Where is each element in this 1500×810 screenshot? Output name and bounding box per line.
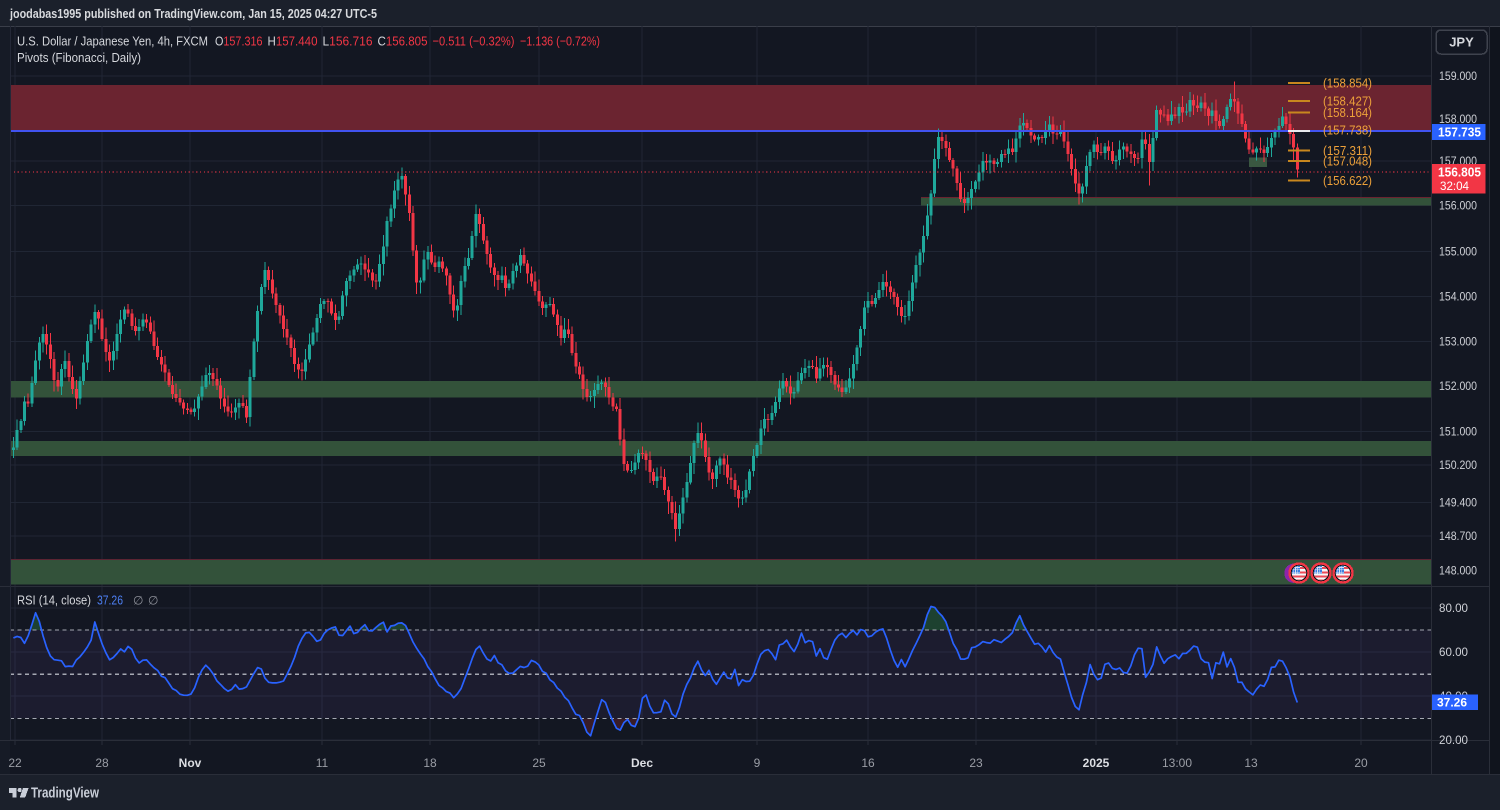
svg-text:16: 16 xyxy=(861,756,875,770)
svg-text:28: 28 xyxy=(95,756,109,770)
svg-text:Pivots (Fibonacci, Daily): Pivots (Fibonacci, Daily) xyxy=(17,50,141,65)
svg-text:60.00: 60.00 xyxy=(1439,645,1468,659)
svg-text:23: 23 xyxy=(969,756,983,770)
svg-text:13:00: 13:00 xyxy=(1162,756,1192,770)
svg-text:2025: 2025 xyxy=(1083,756,1110,770)
svg-text:−1.136 (−0.72%): −1.136 (−0.72%) xyxy=(520,34,600,49)
svg-text:20.00: 20.00 xyxy=(1439,733,1468,747)
svg-text:152.000: 152.000 xyxy=(1439,379,1477,393)
svg-text:13: 13 xyxy=(1244,756,1258,770)
svg-text:80.00: 80.00 xyxy=(1439,601,1468,615)
svg-text:(158.427): (158.427) xyxy=(1323,95,1372,109)
svg-text:151.000: 151.000 xyxy=(1439,425,1477,439)
svg-text:Dec: Dec xyxy=(631,756,653,770)
svg-text:H157.440: H157.440 xyxy=(268,34,318,49)
svg-text:156.805: 156.805 xyxy=(1438,166,1481,180)
svg-text:159.000: 159.000 xyxy=(1439,69,1477,83)
svg-text:(158.854): (158.854) xyxy=(1323,77,1372,91)
svg-text:156.000: 156.000 xyxy=(1439,199,1477,213)
svg-text:148.000: 148.000 xyxy=(1439,564,1477,578)
svg-text:TradingView: TradingView xyxy=(31,786,100,802)
svg-text:−0.511 (−0.32%): −0.511 (−0.32%) xyxy=(433,34,515,49)
svg-text:9: 9 xyxy=(754,756,761,770)
svg-text:JPY: JPY xyxy=(1449,35,1474,50)
svg-text:C156.805: C156.805 xyxy=(378,34,428,49)
svg-text:153.000: 153.000 xyxy=(1439,335,1477,349)
svg-text:(157.311): (157.311) xyxy=(1323,144,1372,158)
svg-text:154.000: 154.000 xyxy=(1439,290,1477,304)
svg-text:37.26: 37.26 xyxy=(1437,696,1467,710)
svg-text:158.000: 158.000 xyxy=(1439,112,1477,126)
svg-text:20: 20 xyxy=(1354,756,1368,770)
svg-text:(156.622): (156.622) xyxy=(1323,174,1372,188)
svg-text:155.000: 155.000 xyxy=(1439,245,1477,259)
svg-text:∅: ∅ xyxy=(133,594,143,608)
svg-text:157.735: 157.735 xyxy=(1438,126,1481,140)
svg-text:32:04: 32:04 xyxy=(1440,179,1469,193)
svg-text:Nov: Nov xyxy=(179,756,202,770)
svg-text:22: 22 xyxy=(8,756,22,770)
svg-text:11: 11 xyxy=(316,756,329,770)
svg-text:150.200: 150.200 xyxy=(1439,458,1477,472)
svg-text:149.400: 149.400 xyxy=(1439,496,1477,510)
svg-text:(157.048): (157.048) xyxy=(1323,155,1372,169)
svg-text:∅: ∅ xyxy=(148,594,158,608)
svg-text:37.26: 37.26 xyxy=(97,593,123,608)
svg-text:RSI (14, close): RSI (14, close) xyxy=(17,593,91,608)
svg-text:(157.738): (157.738) xyxy=(1323,124,1372,138)
svg-text:L156.716: L156.716 xyxy=(323,34,373,49)
svg-text:(158.164): (158.164) xyxy=(1323,106,1372,120)
svg-text:18: 18 xyxy=(423,756,437,770)
svg-text:joodabas1995 published on Trad: joodabas1995 published on TradingView.co… xyxy=(9,6,377,21)
svg-text:U.S. Dollar / Japanese Yen, 4h: U.S. Dollar / Japanese Yen, 4h, FXCM xyxy=(17,34,208,49)
svg-text:25: 25 xyxy=(532,756,546,770)
svg-text:148.700: 148.700 xyxy=(1439,529,1477,543)
svg-text:O157.316: O157.316 xyxy=(215,34,263,49)
